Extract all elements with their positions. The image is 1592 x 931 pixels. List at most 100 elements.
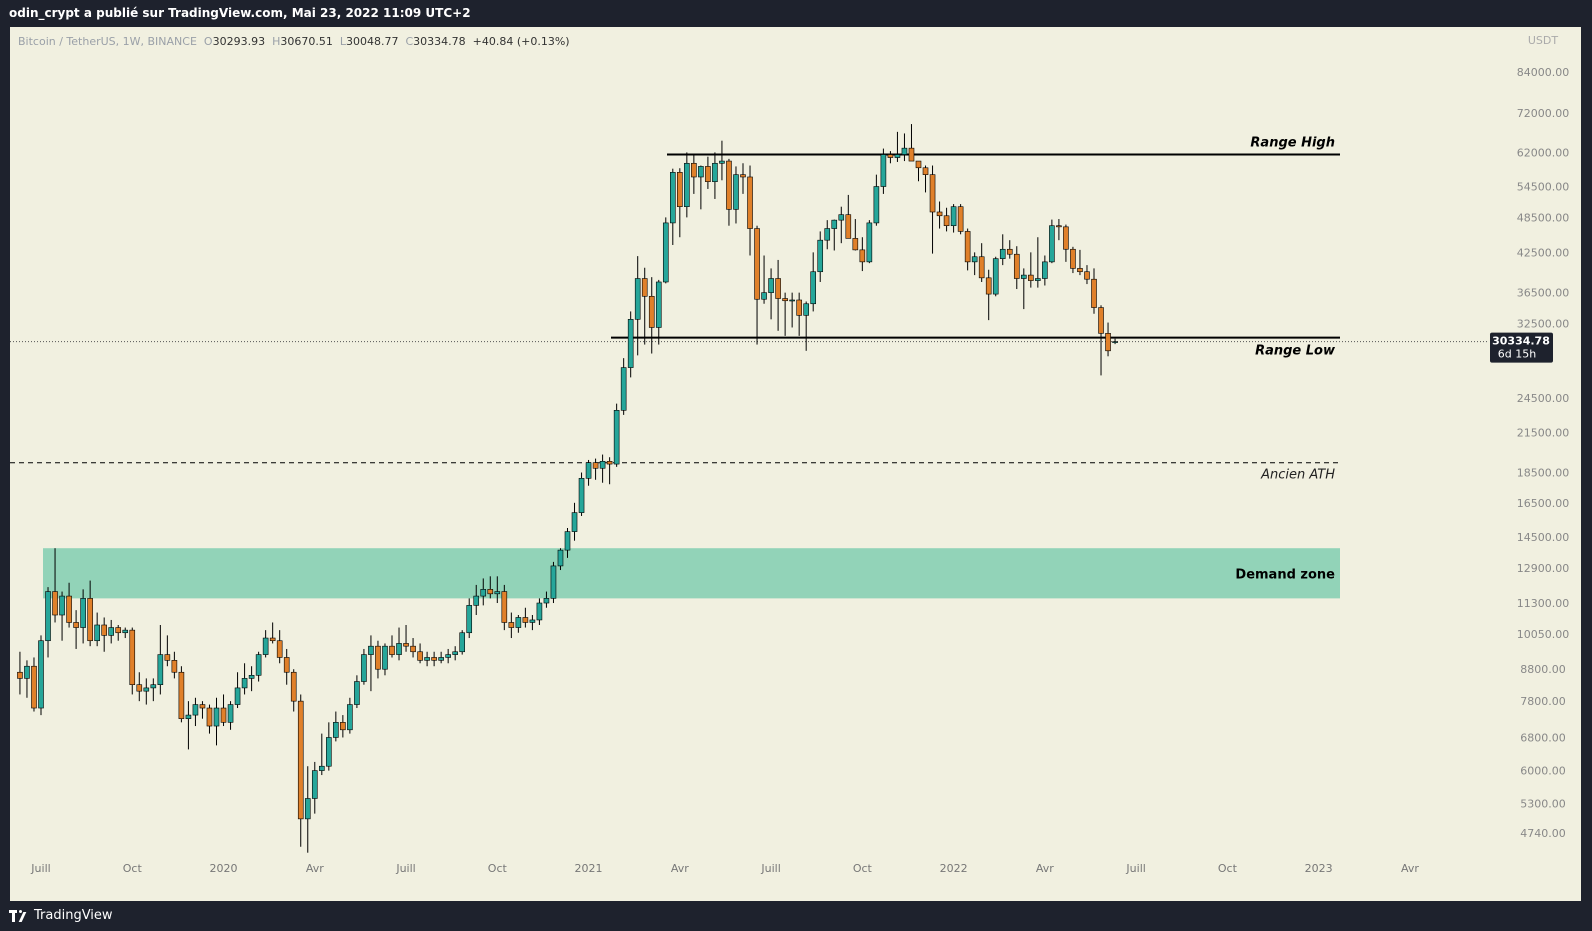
bull-candle[interactable] <box>424 651 430 667</box>
bear-candle[interactable] <box>648 277 655 354</box>
bear-candle[interactable] <box>206 704 213 734</box>
bull-candle[interactable] <box>185 701 192 750</box>
bull-candle[interactable] <box>564 528 571 558</box>
bull-candle[interactable] <box>831 219 838 251</box>
bear-candle[interactable] <box>101 617 107 652</box>
bull-candle[interactable] <box>382 643 388 676</box>
bear-candle[interactable] <box>754 225 760 345</box>
bear-candle[interactable] <box>1098 305 1104 376</box>
bull-candle[interactable] <box>810 252 817 312</box>
demand-zone-box[interactable] <box>43 548 1340 599</box>
bull-candle[interactable] <box>768 268 774 320</box>
bear-candle[interactable] <box>269 622 276 644</box>
bear-candle[interactable] <box>389 635 395 658</box>
bear-candle[interactable] <box>164 635 171 667</box>
bull-candle[interactable] <box>80 589 86 644</box>
bull-candle[interactable] <box>396 627 402 661</box>
bear-candle[interactable] <box>705 156 711 189</box>
bull-candle[interactable] <box>1020 268 1027 310</box>
bear-candle[interactable] <box>592 458 599 480</box>
bear-candle[interactable] <box>17 651 23 695</box>
bear-candle[interactable] <box>199 701 206 719</box>
bear-candle[interactable] <box>1056 219 1062 241</box>
bear-candle[interactable] <box>691 153 697 194</box>
bear-candle[interactable] <box>297 694 304 847</box>
bull-candle[interactable] <box>255 651 262 682</box>
bear-candle[interactable] <box>845 194 852 239</box>
bull-candle[interactable] <box>143 678 150 705</box>
bull-candle[interactable] <box>192 697 199 727</box>
bear-candle[interactable] <box>136 672 143 702</box>
bull-candle[interactable] <box>971 252 978 276</box>
bear-candle[interactable] <box>747 165 753 256</box>
bear-candle[interactable] <box>852 219 859 251</box>
bull-candle[interactable] <box>347 697 353 734</box>
bull-candle[interactable] <box>326 722 332 771</box>
bear-candle[interactable] <box>964 228 971 271</box>
bull-candle[interactable] <box>873 174 880 226</box>
bull-candle[interactable] <box>634 256 641 356</box>
bull-candle[interactable] <box>838 206 845 244</box>
bull-candle[interactable] <box>662 217 669 284</box>
bull-candle[interactable] <box>494 576 501 604</box>
bull-candle[interactable] <box>761 255 767 304</box>
bear-candle[interactable] <box>740 163 746 194</box>
bull-candle[interactable] <box>824 220 831 250</box>
bull-candle[interactable] <box>585 459 592 486</box>
candlestick-chart[interactable]: USDT 84000.00 72000.00 62000.00 54500.00 4850… <box>10 27 1581 901</box>
bull-candle[interactable] <box>999 234 1006 266</box>
bear-candle[interactable] <box>129 627 136 695</box>
bull-candle[interactable] <box>122 627 129 639</box>
bull-candle[interactable] <box>311 761 318 814</box>
bear-candle[interactable] <box>978 243 985 282</box>
bull-candle[interactable] <box>1035 237 1041 288</box>
bear-candle[interactable] <box>52 548 58 623</box>
bull-candle[interactable] <box>1042 255 1048 286</box>
bear-candle[interactable] <box>887 151 894 164</box>
bull-candle[interactable] <box>333 711 339 742</box>
bull-candle[interactable] <box>94 612 100 647</box>
bull-candle[interactable] <box>438 651 444 664</box>
bull-candle[interactable] <box>789 292 795 328</box>
bull-candle[interactable] <box>684 152 690 218</box>
bull-candle[interactable] <box>578 472 585 516</box>
bear-candle[interactable] <box>375 640 381 679</box>
bull-candle[interactable] <box>733 166 739 224</box>
bull-candle[interactable] <box>880 148 887 194</box>
bear-candle[interactable] <box>290 669 297 712</box>
bull-candle[interactable] <box>894 131 901 162</box>
bull-candle[interactable] <box>318 733 325 776</box>
bear-candle[interactable] <box>957 204 964 235</box>
bear-candle[interactable] <box>115 624 122 641</box>
bull-candle[interactable] <box>248 666 255 692</box>
bull-candle[interactable] <box>866 220 873 264</box>
bear-candle[interactable] <box>1091 268 1097 314</box>
bear-candle[interactable] <box>508 612 515 639</box>
bull-candle[interactable] <box>655 279 662 345</box>
bear-candle[interactable] <box>915 160 922 182</box>
bear-candle[interactable] <box>775 259 781 331</box>
bull-candle[interactable] <box>466 598 473 639</box>
bull-candle[interactable] <box>241 663 248 695</box>
bear-candle[interactable] <box>487 576 494 599</box>
bear-candle[interactable] <box>66 582 72 628</box>
bull-candle[interactable] <box>627 311 634 378</box>
tradingview-logo[interactable]: TradingView <box>9 908 113 923</box>
bull-candle[interactable] <box>361 648 367 685</box>
bull-candle[interactable] <box>620 358 627 415</box>
bull-candle[interactable] <box>480 578 487 606</box>
chart-area[interactable]: USDT 84000.00 72000.00 62000.00 54500.00 4850… <box>10 27 1581 901</box>
bull-candle[interactable] <box>698 165 704 210</box>
bull-candle[interactable] <box>445 648 451 664</box>
bear-candle[interactable] <box>936 201 943 229</box>
bull-candle[interactable] <box>157 624 164 695</box>
bull-candle[interactable] <box>108 619 114 644</box>
bear-candle[interactable] <box>178 666 185 723</box>
bull-candle[interactable] <box>227 701 234 730</box>
bear-candle[interactable] <box>922 165 929 193</box>
bear-candle[interactable] <box>606 457 613 485</box>
bear-candle[interactable] <box>1006 240 1013 259</box>
bull-candle[interactable] <box>901 133 908 162</box>
bear-candle[interactable] <box>908 124 915 162</box>
bear-candle[interactable] <box>1070 246 1076 274</box>
